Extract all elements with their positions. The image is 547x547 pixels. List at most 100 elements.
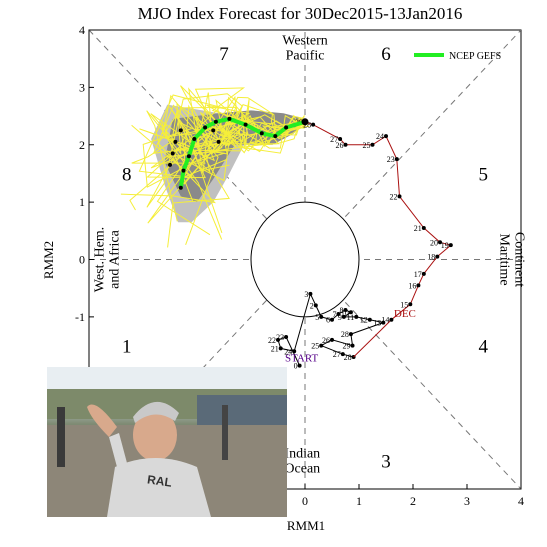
observed-nov-day-label-9: 7 bbox=[332, 310, 336, 319]
observed-nov-day-label-6: 2 bbox=[310, 301, 314, 310]
observed-dec-day-label-10: 24 bbox=[376, 132, 384, 141]
forecast-point-13 bbox=[170, 151, 175, 156]
forecast-point-2 bbox=[259, 131, 264, 136]
observed-nov-day-label-7: 5 bbox=[315, 313, 319, 322]
observed-dec-day-label-8: 22 bbox=[390, 192, 398, 201]
observed-nov-point-11 bbox=[348, 310, 353, 315]
observed-nov-day-label-3: 21 bbox=[271, 344, 279, 353]
ensemble-member-6 bbox=[150, 92, 308, 172]
chart-title: MJO Index Forecast for 30Dec2015-13Jan20… bbox=[138, 4, 463, 23]
ensemble-member-5 bbox=[139, 127, 305, 162]
observed-dec-point-9 bbox=[394, 157, 399, 162]
observed-dec-point-6 bbox=[438, 240, 442, 245]
forecast-point-4 bbox=[227, 116, 232, 121]
observed-dec-point-7 bbox=[421, 225, 426, 230]
observed-nov-point-15 bbox=[381, 320, 386, 325]
observed-nov-point-17 bbox=[350, 343, 355, 348]
x-tick-label-7: 3 bbox=[464, 494, 470, 508]
x-tick-label-5: 1 bbox=[356, 494, 362, 508]
observed-nov-day-label-13: 11 bbox=[347, 313, 355, 322]
observed-dec-day-label-12: 26 bbox=[336, 141, 344, 150]
observed-dec-point-14 bbox=[311, 122, 316, 127]
observed-nov-day-label-15: 13 bbox=[373, 319, 381, 328]
ensemble-member-16 bbox=[120, 106, 305, 204]
observed-nov-day-label-1: 23 bbox=[276, 333, 284, 342]
observed-dec-day-label-4: 18 bbox=[427, 253, 435, 262]
forecast-point-12 bbox=[173, 139, 178, 144]
observed-nov-point-8 bbox=[330, 317, 334, 322]
y-tick-label-5: 1 bbox=[79, 195, 85, 209]
region-left-label-0: West. Hem. bbox=[93, 227, 108, 292]
observed-nov-point-14 bbox=[367, 317, 372, 322]
observed-dec-point-8 bbox=[397, 194, 402, 199]
forecast-point-14 bbox=[168, 162, 172, 167]
forecast-point-5 bbox=[213, 119, 218, 124]
observed-nov-day-label-5: 3 bbox=[304, 290, 308, 299]
forecast-mean-line bbox=[178, 116, 306, 189]
observed-nov-day-label-16: 28 bbox=[341, 330, 349, 339]
ensemble-member-10 bbox=[142, 87, 301, 188]
observed-dec-day-label-5: 19 bbox=[441, 241, 449, 250]
region-top-label-1: Pacific bbox=[286, 48, 325, 63]
observed-dec-day-label-9: 23 bbox=[387, 155, 395, 164]
observed-dec-point-1 bbox=[408, 302, 413, 307]
x-tick-label-6: 2 bbox=[410, 494, 416, 508]
observed-dec-point-3 bbox=[421, 271, 426, 276]
region-left-label-1: and Africa bbox=[108, 229, 123, 288]
phase-number-5: 5 bbox=[478, 164, 488, 185]
y-tick-label-3: -1 bbox=[75, 310, 85, 324]
observed-dec-day-label-7: 21 bbox=[414, 224, 422, 233]
phase-number-4: 4 bbox=[478, 337, 488, 358]
observed-nov-day-label-21: 28 bbox=[344, 353, 352, 362]
observed-nov-point-10 bbox=[343, 307, 348, 312]
observed-dec-point-2 bbox=[416, 283, 421, 288]
video-overlay-photo: RAL bbox=[47, 367, 287, 517]
observed-nov-day-label-0: 0 bbox=[294, 362, 298, 371]
ensemble-member-18 bbox=[162, 85, 301, 240]
observed-nov-point-18 bbox=[330, 337, 334, 342]
observed-nov-point-19 bbox=[319, 343, 324, 348]
y-tick-label-7: 3 bbox=[79, 80, 85, 94]
observed-nov-point-16 bbox=[348, 332, 353, 337]
x-tick-label-8: 4 bbox=[518, 494, 524, 508]
y-tick-label-4: 0 bbox=[79, 253, 85, 267]
forecast-mean bbox=[168, 116, 309, 190]
unit-circle bbox=[250, 201, 360, 318]
forecast-point-10 bbox=[178, 185, 183, 190]
phase-number-7: 7 bbox=[219, 44, 229, 65]
forecast-point-1 bbox=[273, 134, 278, 139]
dec-month-label: DEC bbox=[394, 308, 416, 320]
person-photo: RAL bbox=[47, 367, 287, 517]
ensemble-member-17 bbox=[166, 99, 308, 182]
region-top-label-0: Western bbox=[282, 33, 328, 48]
observed-dec-point-11 bbox=[370, 142, 375, 147]
forecast-point-15 bbox=[211, 128, 216, 133]
observed-dec-day-label-2: 16 bbox=[408, 281, 416, 290]
observed-nov-day-label-20: 27 bbox=[333, 350, 341, 359]
observed-nov-point-9 bbox=[336, 312, 341, 317]
x-axis-label: RMM1 bbox=[287, 518, 325, 533]
observed-dec-day-label-14: 28 bbox=[303, 121, 311, 130]
observed-nov-point-3 bbox=[278, 346, 283, 351]
observed-dec-point-10 bbox=[384, 134, 388, 139]
observed-dec-day-label-6: 20 bbox=[430, 238, 438, 247]
forecast-point-11 bbox=[178, 128, 183, 133]
observed-nov-day-label-17: 29 bbox=[343, 342, 351, 351]
observed-nov-point-5 bbox=[308, 291, 313, 296]
observed-nov-day-label-12: 9 bbox=[338, 313, 342, 322]
observed-nov-point-4 bbox=[292, 349, 297, 354]
y-axis-label: RMM2 bbox=[41, 241, 56, 279]
observed-nov-line bbox=[277, 292, 386, 366]
forecast-point-7 bbox=[192, 137, 197, 142]
observed-nov-day-label-4: 24 bbox=[284, 347, 292, 356]
observed-nov-day-label-18: 26 bbox=[322, 336, 330, 345]
region-bottom-label-1: Ocean bbox=[284, 461, 320, 476]
observed-nov-point-12 bbox=[341, 314, 346, 319]
observed-dec-point-0 bbox=[389, 317, 394, 322]
forecast-point-0 bbox=[284, 125, 289, 130]
region-right-label-1: Continent bbox=[511, 232, 526, 287]
observed-dec-day-label-3: 17 bbox=[414, 270, 422, 279]
y-tick-label-8: 4 bbox=[79, 23, 85, 37]
